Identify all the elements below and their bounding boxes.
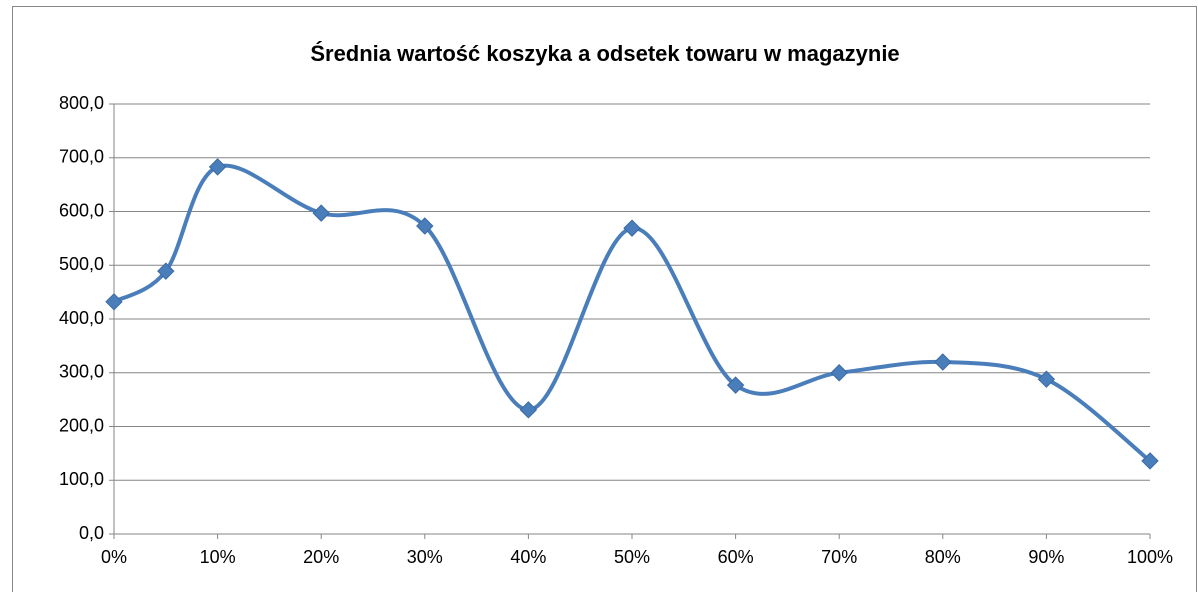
y-tick-label: 600,0 xyxy=(59,200,104,220)
data-point xyxy=(934,353,952,371)
y-tick-label: 500,0 xyxy=(59,254,104,274)
x-tick-label: 10% xyxy=(200,547,236,567)
x-tick-label: 60% xyxy=(718,547,754,567)
data-point xyxy=(623,219,641,237)
x-tick-label: 0% xyxy=(101,547,127,567)
y-tick-label: 0,0 xyxy=(79,523,104,543)
y-tick-label: 400,0 xyxy=(59,308,104,328)
x-tick-label: 50% xyxy=(614,547,650,567)
x-tick-label: 30% xyxy=(407,547,443,567)
y-tick-label: 100,0 xyxy=(59,469,104,489)
y-tick-label: 300,0 xyxy=(59,362,104,382)
data-point xyxy=(105,293,123,311)
data-point xyxy=(726,376,745,394)
x-tick-label: 90% xyxy=(1028,547,1064,567)
x-tick-label: 20% xyxy=(303,547,339,567)
data-point xyxy=(519,401,538,419)
data-point xyxy=(312,204,330,222)
x-tick-label: 80% xyxy=(925,547,961,567)
data-point xyxy=(830,364,848,382)
data-point xyxy=(1037,370,1056,388)
x-tick-label: 70% xyxy=(821,547,857,567)
data-point xyxy=(157,262,175,280)
data-point xyxy=(208,158,227,176)
y-tick-label: 700,0 xyxy=(59,147,104,167)
y-tick-label: 200,0 xyxy=(59,415,104,435)
chart-title: Średnia wartość koszyka a odsetek towaru… xyxy=(310,41,899,66)
chart-frame xyxy=(12,6,1197,592)
x-tick-label: 40% xyxy=(510,547,546,567)
data-point xyxy=(416,217,434,235)
x-tick-label: 100% xyxy=(1127,547,1173,567)
y-tick-label: 800,0 xyxy=(59,93,104,113)
data-point xyxy=(1141,452,1159,470)
